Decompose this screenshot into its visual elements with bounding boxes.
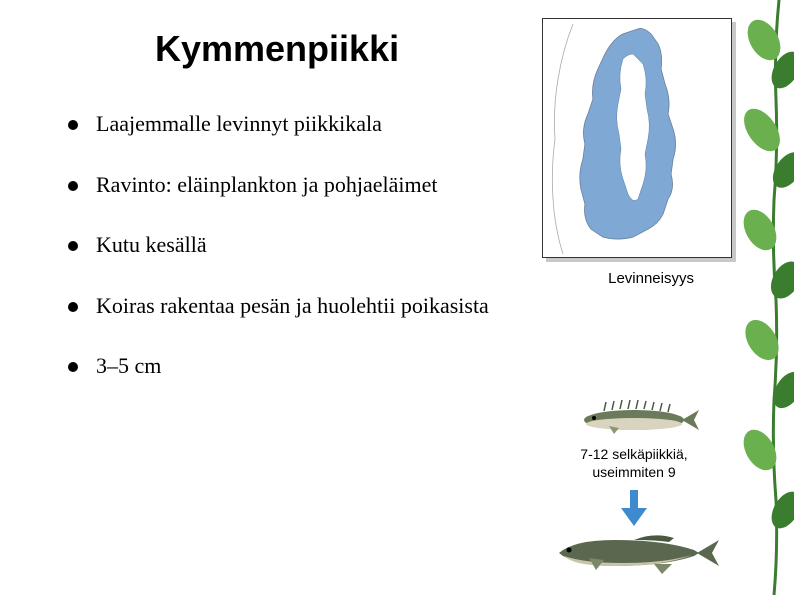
list-item: Laajemmalle levinnyt piikkikala bbox=[68, 110, 508, 139]
plant-decoration bbox=[734, 0, 794, 595]
fish-illustration-bottom bbox=[544, 528, 724, 583]
page-title: Kymmenpiikki bbox=[155, 28, 399, 70]
bullet-text: Ravinto: eläinplankton ja pohjaeläimet bbox=[96, 171, 438, 200]
fish-label-line1: 7-12 selkäpiikkiä, bbox=[580, 446, 687, 462]
distribution-map bbox=[542, 18, 732, 258]
list-item: Koiras rakentaa pesän ja huolehtii poika… bbox=[68, 292, 508, 321]
bullet-text: Koiras rakentaa pesän ja huolehtii poika… bbox=[96, 292, 489, 321]
bullet-icon bbox=[68, 241, 78, 251]
bullet-text: Laajemmalle levinnyt piikkikala bbox=[96, 110, 382, 139]
fish-illustration-top bbox=[564, 398, 704, 443]
arrow-down-icon bbox=[619, 490, 649, 531]
bullet-icon bbox=[68, 302, 78, 312]
bullet-icon bbox=[68, 120, 78, 130]
fish-label-line2: useimmiten 9 bbox=[592, 464, 675, 480]
fish-spine-label: 7-12 selkäpiikkiä, useimmiten 9 bbox=[559, 445, 709, 481]
list-item: Kutu kesällä bbox=[68, 231, 508, 260]
list-item: Ravinto: eläinplankton ja pohjaeläimet bbox=[68, 171, 508, 200]
list-item: 3–5 cm bbox=[68, 352, 508, 381]
bullet-text: 3–5 cm bbox=[96, 352, 161, 381]
bullet-text: Kutu kesällä bbox=[96, 231, 207, 260]
bullet-icon bbox=[68, 362, 78, 372]
bullet-list: Laajemmalle levinnyt piikkikala Ravinto:… bbox=[68, 110, 508, 413]
bullet-icon bbox=[68, 181, 78, 191]
map-caption: Levinneisyys bbox=[608, 270, 694, 287]
